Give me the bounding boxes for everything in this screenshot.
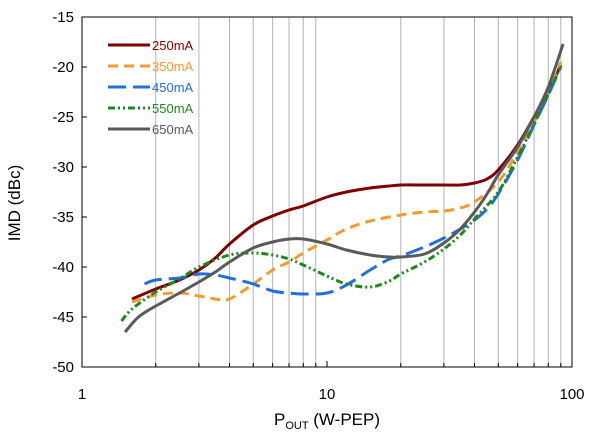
y-tick-label: -45 (52, 309, 74, 326)
x-axis-title-subscript: OUT (285, 420, 309, 432)
y-axis-title: IMD (dBc) (5, 165, 24, 242)
series-layer (120, 43, 565, 334)
series-line-650mA (123, 43, 565, 334)
y-tick-label: -50 (52, 359, 74, 376)
legend: 250mA 350mA 450mA 550mA 650mA (108, 38, 194, 137)
x-tick-label: 1 (78, 386, 86, 403)
series-line-350mA (131, 61, 563, 304)
series-line-550mA (120, 65, 563, 323)
y-tick-label: -40 (52, 259, 74, 276)
legend-label-450mA: 450mA (152, 80, 194, 95)
y-tick-labels: -15 -20 -25 -30 -35 -40 -45 -50 (52, 9, 74, 376)
y-tick-label: -20 (52, 59, 74, 76)
legend-label-650mA: 650mA (152, 122, 194, 137)
series-line-250mA (131, 64, 563, 301)
y-tick-label: -30 (52, 159, 74, 176)
x-tick-label: 100 (559, 386, 584, 403)
y-tick-label: -25 (52, 109, 74, 126)
x-axis-title-rest: (W-PEP) (309, 410, 380, 429)
legend-label-250mA: 250mA (152, 38, 194, 53)
axis-ticks (81, 16, 562, 368)
x-tick-label: 10 (319, 386, 336, 403)
y-tick-label: -15 (52, 9, 74, 26)
grid-lines (155, 17, 562, 367)
x-axis-title-main: P (274, 410, 285, 429)
plot-area-background (82, 17, 572, 367)
y-tick-label: -35 (52, 209, 74, 226)
legend-label-550mA: 550mA (152, 101, 194, 116)
x-tick-labels: 1 10 100 (78, 386, 585, 403)
x-axis-title: POUT (W-PEP) (274, 410, 380, 432)
legend-label-350mA: 350mA (152, 59, 194, 74)
